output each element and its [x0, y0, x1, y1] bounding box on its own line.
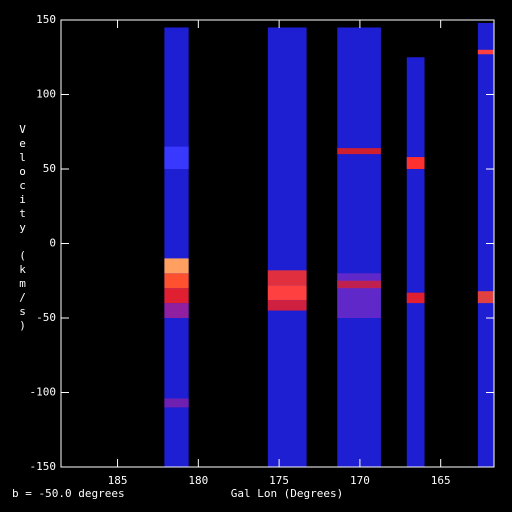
emission-band [477, 291, 494, 304]
emission-band [337, 148, 381, 155]
y-tick-label: 0 [49, 237, 56, 250]
emission-band [164, 288, 189, 304]
x-tick-label: 165 [431, 474, 451, 487]
strip [477, 22, 494, 467]
emission-band [267, 300, 307, 311]
x-tick-label: 185 [108, 474, 128, 487]
plot-area [164, 22, 494, 467]
annotation: b = -50.0 degrees [12, 487, 125, 500]
emission-band [406, 292, 425, 304]
y-tick-label: 100 [36, 88, 56, 101]
emission-band [164, 273, 189, 289]
y-tick-label: -50 [36, 311, 56, 324]
y-axis-label: Velocity (km/s) [16, 123, 29, 333]
emission-band [164, 398, 189, 408]
emission-band [406, 157, 425, 169]
emission-band [477, 49, 494, 55]
x-tick-label: 180 [188, 474, 208, 487]
strip [164, 27, 189, 467]
y-tick-label: -100 [30, 386, 57, 399]
strip [406, 57, 425, 467]
emission-band [267, 285, 307, 301]
emission-band [164, 258, 189, 274]
emission-band [267, 270, 307, 286]
strip [337, 27, 381, 467]
emission-band [337, 280, 381, 289]
emission-band [164, 146, 189, 169]
y-tick-label: 150 [36, 13, 56, 26]
emission-band [337, 273, 381, 318]
emission-band [164, 303, 189, 318]
y-tick-label: -150 [30, 460, 57, 473]
x-axis-label: Gal Lon (Degrees) [231, 487, 344, 500]
strip [267, 27, 307, 467]
x-tick-label: 170 [350, 474, 370, 487]
x-tick-label: 175 [269, 474, 289, 487]
y-tick-label: 50 [43, 162, 56, 175]
